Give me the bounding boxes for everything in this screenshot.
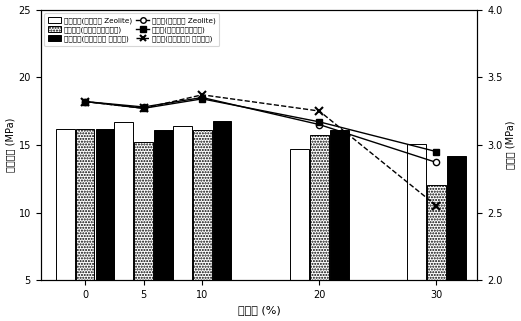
Bar bbox=[427, 186, 446, 321]
Bar bbox=[76, 129, 94, 321]
Bar bbox=[56, 129, 75, 321]
Bar bbox=[310, 135, 329, 321]
Y-axis label: 휘강도 (MPa): 휘강도 (MPa) bbox=[505, 121, 515, 169]
Bar bbox=[154, 130, 173, 321]
Legend: 압축강도(입상인공 Zeolite), 압축강도(수지처리입상비료), 압축강도(시멘트코팅 입상비료), 휘강도(입상인공 Zeolite), 휘강도(수지처: 압축강도(입상인공 Zeolite), 압축강도(수지처리입상비료), 압축강도… bbox=[44, 13, 219, 46]
Bar bbox=[173, 126, 192, 321]
Bar bbox=[114, 122, 133, 321]
Bar bbox=[407, 143, 426, 321]
Bar bbox=[447, 156, 466, 321]
Bar bbox=[96, 129, 114, 321]
Bar bbox=[290, 149, 309, 321]
X-axis label: 혼입률 (%): 혼입률 (%) bbox=[238, 306, 280, 316]
Bar bbox=[330, 130, 349, 321]
Bar bbox=[193, 130, 212, 321]
Bar bbox=[213, 120, 231, 321]
Bar bbox=[134, 142, 153, 321]
Y-axis label: 압축강도 (MPa): 압축강도 (MPa) bbox=[6, 118, 16, 172]
